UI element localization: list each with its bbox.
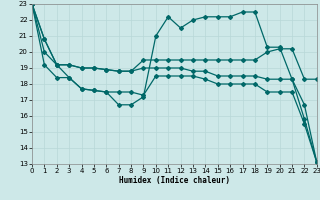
X-axis label: Humidex (Indice chaleur): Humidex (Indice chaleur) <box>119 176 230 185</box>
